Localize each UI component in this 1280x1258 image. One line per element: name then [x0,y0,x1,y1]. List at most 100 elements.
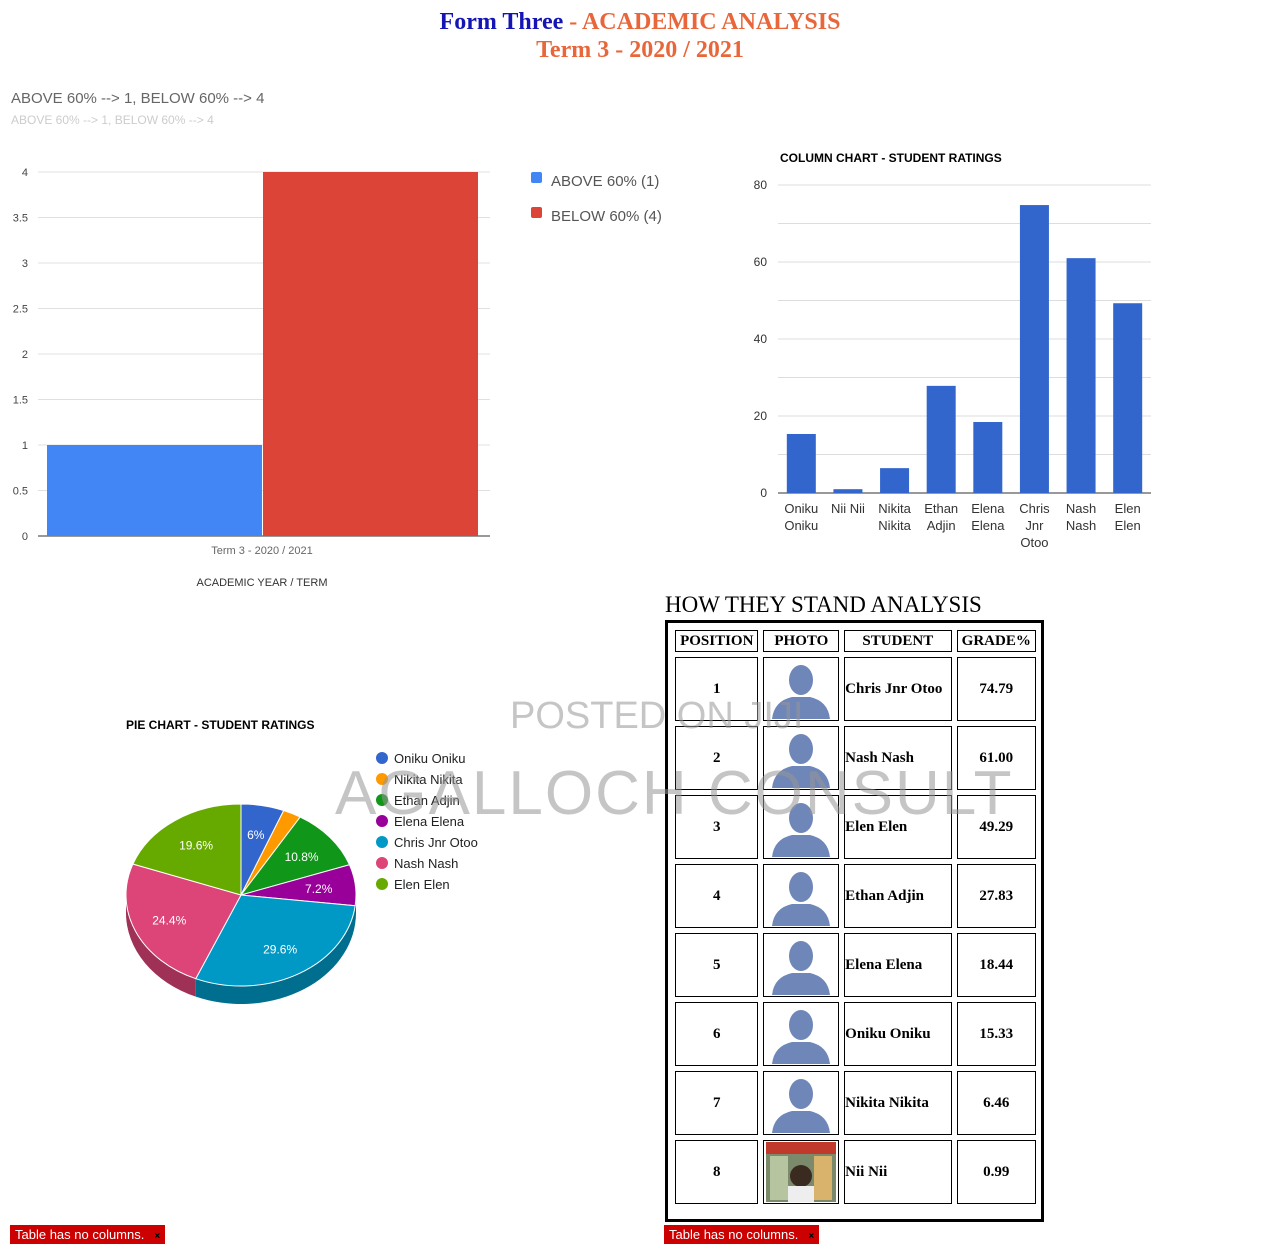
pie-chart: PIE CHART - STUDENT RATINGS 6% 10.8% 7.2% 29… [125,718,478,1004]
pie-legend-item: Elena Elena [394,814,465,829]
grade-cell: 74.79 [956,657,1036,721]
legend-dot [376,773,388,785]
column-bar [1066,258,1096,493]
photo-cell [763,795,840,859]
pie-slice [125,863,242,980]
student-cell: Oniku Oniku [844,1002,952,1066]
avatar-icon [766,1004,837,1064]
pie-slice-label: 10.8% [285,850,319,864]
close-icon[interactable]: × [808,1231,815,1242]
column-y-tick: 20 [754,409,768,423]
photo-cell [763,933,840,997]
column-x-tick: Ethan [924,501,958,516]
student-cell: Chris Jnr Otoo [844,657,952,721]
position-cell: 4 [675,864,759,928]
column-y-tick: 60 [754,255,768,269]
standings-table: POSITION PHOTO STUDENT GRADE% 1 Chris Jnr… [670,625,1041,1209]
photo-cell [763,1071,840,1135]
column-y-tick: 40 [754,332,768,346]
legend-dot [376,794,388,806]
error-badge-right: Table has no columns. × [664,1225,820,1244]
close-icon[interactable]: × [154,1231,161,1242]
student-cell: Nash Nash [844,726,952,790]
header-grade: GRADE% [956,630,1036,652]
grade-cell: 49.29 [956,795,1036,859]
table-row: 2 Nash Nash 61.00 [675,726,1036,790]
standings-title: HOW THEY STAND ANALYSIS [665,592,982,617]
bar-chart-subtitle: ABOVE 60% --> 1, BELOW 60% --> 4 [11,113,214,127]
column-x-tick: Nii Nii [831,501,865,516]
bar-y-tick: 1.5 [13,395,28,407]
column-y-tick: 80 [754,178,768,192]
avatar-icon [766,659,837,719]
pie-slice-label: 29.6% [263,943,297,957]
column-bar [1019,205,1049,493]
pie-legend-item: Elen Elen [394,877,450,892]
bar-y-tick: 3.5 [13,213,28,225]
column-x-tick: Chris [1019,501,1050,516]
bar-legend-item: ABOVE 60% (1) [551,173,659,190]
legend-dot [376,752,388,764]
legend-swatch [531,172,542,183]
bar-y-tick: 2 [22,349,28,361]
photo-cell [763,1140,840,1204]
avatar-icon [766,797,837,857]
legend-dot [376,878,388,890]
legend-swatch [531,207,542,218]
column-x-tick: Nash [1066,518,1096,533]
pie-chart-title: PIE CHART - STUDENT RATINGS [126,718,314,732]
column-bar [833,489,863,493]
avatar-icon [766,1073,837,1133]
header-student: STUDENT [844,630,952,652]
student-cell: Ethan Adjin [844,864,952,928]
pie-legend-item: Chris Jnr Otoo [394,835,478,850]
column-y-tick: 0 [760,486,767,500]
position-cell: 2 [675,726,759,790]
column-x-tick: Nikita [878,501,911,516]
column-x-tick: Elen [1115,501,1141,516]
grade-cell: 15.33 [956,1002,1036,1066]
position-cell: 6 [675,1002,759,1066]
pie-slice-label: 19.6% [179,838,213,852]
bar-y-tick: 4 [22,167,28,179]
page-subtitle: Term 3 - 2020 / 2021 [536,37,744,63]
grade-cell: 61.00 [956,726,1036,790]
pie-slice [239,816,351,896]
table-row: 1 Chris Jnr Otoo 74.79 [675,657,1036,721]
table-row: 3 Elen Elen 49.29 [675,795,1036,859]
position-cell: 8 [675,1140,759,1204]
pie-slice [195,894,356,987]
column-bar [973,422,1003,493]
column-x-tick: Adjin [927,518,956,533]
pie-legend-item: Oniku Oniku [394,751,466,766]
pie-slice-label: 24.4% [152,914,186,928]
bar-chart-title: ABOVE 60% --> 1, BELOW 60% --> 4 [11,90,265,107]
magazine-photo-icon [766,1142,837,1202]
column-x-tick: Oniku [784,501,818,516]
grade-cell: 6.46 [956,1071,1036,1135]
bar-y-tick: 1 [22,440,28,452]
grade-cell: 0.99 [956,1140,1036,1204]
column-x-tick: Oniku [784,518,818,533]
pie-slice [132,803,242,896]
standings-header-row: POSITION PHOTO STUDENT GRADE% [675,630,1036,652]
student-cell: Elen Elen [844,795,952,859]
avatar-icon [766,728,837,788]
bar-x-label: ACADEMIC YEAR / TERM [196,577,327,589]
grade-cell: 27.83 [956,864,1036,928]
position-cell: 1 [675,657,759,721]
column-bar [880,468,910,493]
column-bar [926,385,956,493]
position-cell: 5 [675,933,759,997]
avatar-icon [766,935,837,995]
bar-y-tick: 0 [22,531,28,543]
student-cell: Nikita Nikita [844,1071,952,1135]
bar-legend-item: BELOW 60% (4) [551,208,662,225]
table-row: 4 Ethan Adjin 27.83 [675,864,1036,928]
photo-cell [763,864,840,928]
column-x-tick: Elena [971,518,1005,533]
column-x-tick: Otoo [1020,535,1048,550]
header-photo: PHOTO [763,630,840,652]
position-cell: 7 [675,1071,759,1135]
table-row: 8 Nii Nii 0.99 [675,1140,1036,1204]
